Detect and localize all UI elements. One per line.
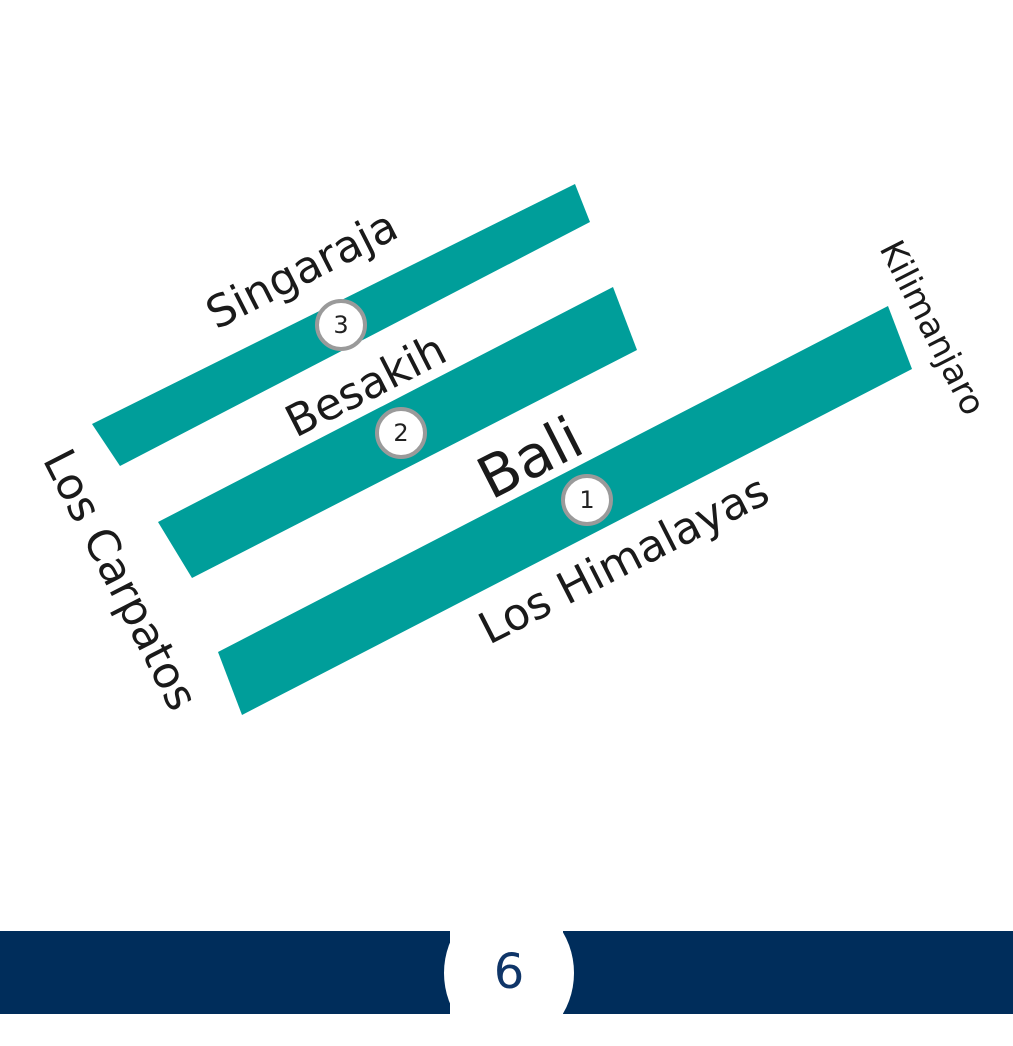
page-number: 6 (493, 944, 525, 1000)
left-side-label: Los Carpatos (33, 441, 208, 718)
marker-3: 3 (315, 299, 367, 351)
footer-bar-right (563, 931, 1013, 1014)
marker-1: 1 (561, 474, 613, 526)
marker-2-number: 2 (393, 419, 408, 447)
marker-2: 2 (375, 407, 427, 459)
footer-bar (0, 931, 1013, 1014)
marker-3-number: 3 (333, 311, 348, 339)
footer-bar-left (0, 931, 450, 1014)
marker-1-number: 1 (579, 486, 594, 514)
pyramid-diagram: 1 2 3 Bali Los Himalayas Besakih Singara… (33, 184, 993, 719)
